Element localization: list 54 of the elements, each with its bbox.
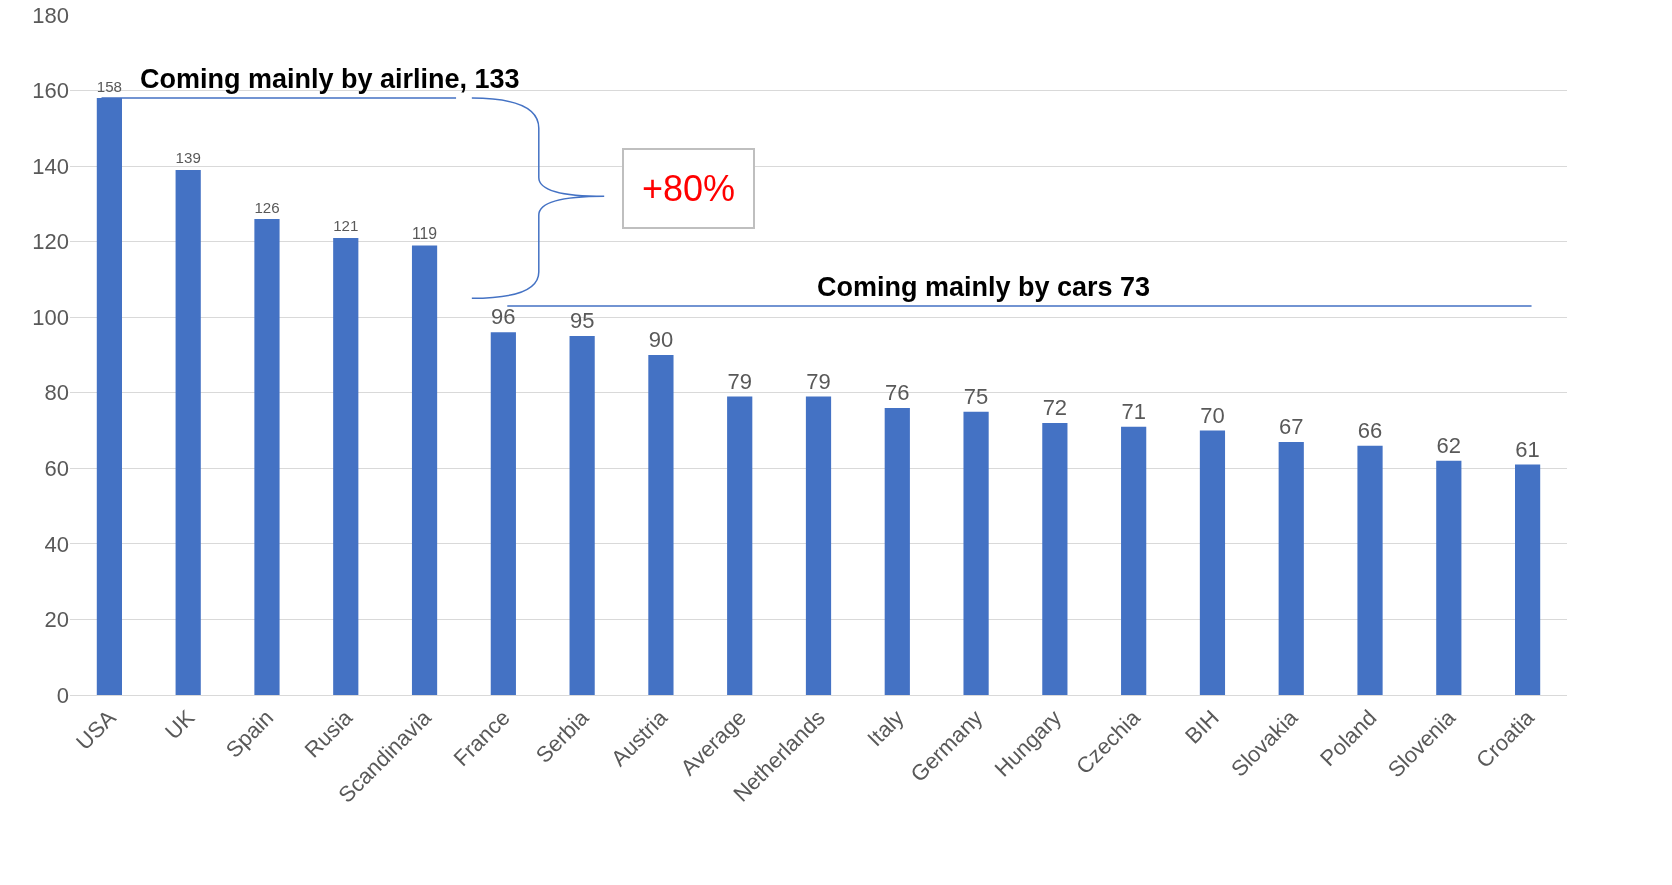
y-tick-label: 180 xyxy=(32,2,69,28)
y-tick-label: 40 xyxy=(44,531,69,557)
data-label: 76 xyxy=(885,379,910,405)
data-label: 61 xyxy=(1515,436,1540,462)
data-label: 139 xyxy=(175,149,201,167)
bar xyxy=(1515,464,1541,695)
y-tick-label: 100 xyxy=(32,304,69,330)
bar xyxy=(1121,426,1147,695)
annotation: Coming mainly by airline, 133 xyxy=(140,64,520,94)
y-tick-label: 60 xyxy=(44,456,69,482)
data-label: 70 xyxy=(1200,402,1225,428)
bar xyxy=(727,396,753,695)
x-tick-label: UK xyxy=(160,704,200,745)
data-label: 95 xyxy=(569,308,595,334)
bar xyxy=(1357,445,1383,695)
y-tick-label: 20 xyxy=(44,607,69,633)
bar xyxy=(333,237,359,695)
data-label: 126 xyxy=(254,198,280,216)
y-tick-label: 140 xyxy=(32,153,69,179)
y-tick-label: 160 xyxy=(32,78,69,104)
bar xyxy=(1042,423,1068,695)
bar xyxy=(254,219,280,695)
bar xyxy=(1436,460,1462,695)
data-label: 121 xyxy=(333,217,359,235)
bar xyxy=(1199,430,1226,695)
data-label: 71 xyxy=(1121,398,1146,424)
bar xyxy=(175,169,201,695)
data-label: 158 xyxy=(96,77,122,95)
data-label: 72 xyxy=(1042,395,1068,420)
bar xyxy=(805,396,832,695)
data-label: 66 xyxy=(1357,417,1383,443)
bar xyxy=(1278,441,1304,695)
y-tick-label: 80 xyxy=(44,380,69,406)
annotation: +80% xyxy=(642,168,736,209)
data-label: 96 xyxy=(491,304,516,330)
data-label: 119 xyxy=(411,224,438,242)
data-label: 62 xyxy=(1436,432,1462,458)
x-tick-label: BIH xyxy=(1180,705,1224,749)
data-label: 90 xyxy=(648,327,674,352)
bar xyxy=(411,245,438,695)
annotation: Coming mainly by cars 73 xyxy=(817,272,1151,302)
data-label: 79 xyxy=(727,368,752,394)
x-tick-label: Italy xyxy=(862,705,909,752)
y-tick-label: 0 xyxy=(56,682,69,708)
bar xyxy=(490,332,516,695)
y-tick-label: 120 xyxy=(32,229,69,255)
bar xyxy=(569,336,595,695)
data-label: 75 xyxy=(963,383,989,409)
data-label: 67 xyxy=(1278,413,1304,439)
x-tick-label: USA xyxy=(71,704,121,755)
data-label: 79 xyxy=(806,368,831,394)
bar xyxy=(648,355,674,695)
bar xyxy=(963,411,989,695)
bar xyxy=(884,407,910,695)
